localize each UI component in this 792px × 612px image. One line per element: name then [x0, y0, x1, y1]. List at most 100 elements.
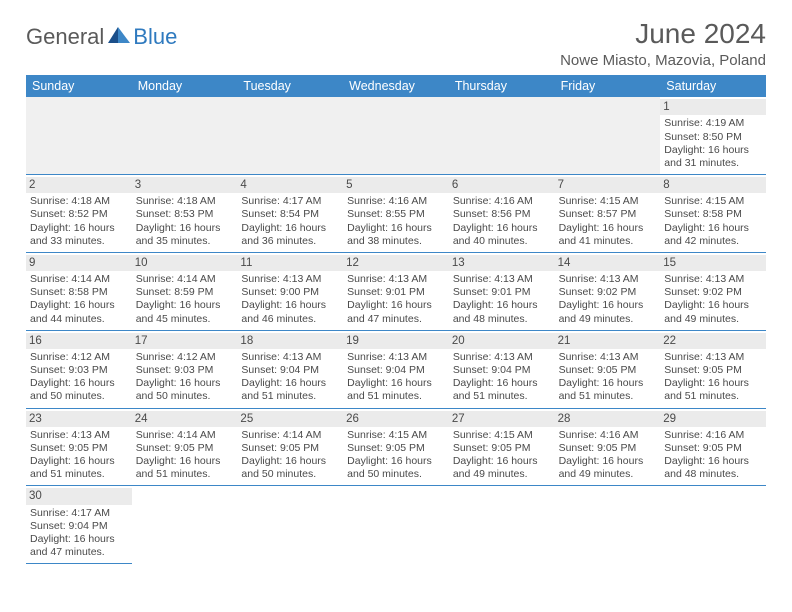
sunset-text: Sunset: 8:57 PM — [559, 208, 657, 221]
sunset-text: Sunset: 9:05 PM — [347, 442, 445, 455]
daylight-text: Daylight: 16 hours and 51 minutes. — [136, 455, 234, 481]
day-number: 23 — [26, 411, 132, 427]
logo: General Blue — [26, 18, 177, 50]
weekday-thursday: Thursday — [449, 75, 555, 97]
daylight-text: Daylight: 16 hours and 35 minutes. — [136, 222, 234, 248]
day-cell-13: 13Sunrise: 4:13 AMSunset: 9:01 PMDayligh… — [449, 253, 555, 331]
day-cell-23: 23Sunrise: 4:13 AMSunset: 9:05 PMDayligh… — [26, 409, 132, 487]
sunrise-text: Sunrise: 4:16 AM — [453, 195, 551, 208]
daylight-text: Daylight: 16 hours and 42 minutes. — [664, 222, 762, 248]
day-cell-16: 16Sunrise: 4:12 AMSunset: 9:03 PMDayligh… — [26, 331, 132, 409]
location-text: Nowe Miasto, Mazovia, Poland — [560, 52, 766, 69]
sunset-text: Sunset: 8:58 PM — [30, 286, 128, 299]
sunrise-text: Sunrise: 4:14 AM — [136, 429, 234, 442]
day-number: 10 — [132, 255, 238, 271]
sunrise-text: Sunrise: 4:13 AM — [664, 351, 762, 364]
day-cell-8: 8Sunrise: 4:15 AMSunset: 8:58 PMDaylight… — [660, 175, 766, 253]
sunset-text: Sunset: 9:05 PM — [453, 442, 551, 455]
daylight-text: Daylight: 16 hours and 50 minutes. — [30, 377, 128, 403]
day-number: 22 — [660, 333, 766, 349]
blank-cell — [132, 486, 238, 564]
daylight-text: Daylight: 16 hours and 49 minutes. — [559, 455, 657, 481]
day-cell-4: 4Sunrise: 4:17 AMSunset: 8:54 PMDaylight… — [237, 175, 343, 253]
sunset-text: Sunset: 8:55 PM — [347, 208, 445, 221]
daylight-text: Daylight: 16 hours and 50 minutes. — [241, 455, 339, 481]
daylight-text: Daylight: 16 hours and 49 minutes. — [664, 299, 762, 325]
sunset-text: Sunset: 8:50 PM — [664, 131, 762, 144]
daylight-text: Daylight: 16 hours and 36 minutes. — [241, 222, 339, 248]
day-number: 27 — [449, 411, 555, 427]
day-cell-14: 14 Sunrise: 4:13 AMSunset: 9:02 PMDayligh… — [555, 253, 661, 331]
weekday-friday: Friday — [555, 75, 661, 97]
sunset-text: Sunset: 9:04 PM — [347, 364, 445, 377]
day-cell-24: 24Sunrise: 4:14 AMSunset: 9:05 PMDayligh… — [132, 409, 238, 487]
day-number: 16 — [26, 333, 132, 349]
day-number: 26 — [343, 411, 449, 427]
blank-cell — [660, 486, 766, 564]
day-cell-15: 15Sunrise: 4:13 AMSunset: 9:02 PMDayligh… — [660, 253, 766, 331]
day-number: 18 — [237, 333, 343, 349]
sunset-text: Sunset: 9:03 PM — [30, 364, 128, 377]
daylight-text: Daylight: 16 hours and 38 minutes. — [347, 222, 445, 248]
sunset-text: Sunset: 9:05 PM — [559, 364, 657, 377]
sunrise-text: Sunrise: 4:12 AM — [136, 351, 234, 364]
day-cell-2: 2Sunrise: 4:18 AMSunset: 8:52 PMDaylight… — [26, 175, 132, 253]
calendar-body: 1Sunrise: 4:19 AMSunset: 8:50 PMDaylight… — [26, 97, 766, 564]
day-cell-17: 17Sunrise: 4:12 AMSunset: 9:03 PMDayligh… — [132, 331, 238, 409]
daylight-text: Daylight: 16 hours and 47 minutes. — [347, 299, 445, 325]
sunset-text: Sunset: 9:05 PM — [664, 364, 762, 377]
day-cell-27: 27 Sunrise: 4:15 AMSunset: 9:05 PMDayligh… — [449, 409, 555, 487]
sunset-text: Sunset: 9:05 PM — [241, 442, 339, 455]
day-number: 28 — [555, 411, 661, 427]
day-number: 1 — [660, 99, 766, 115]
sunset-text: Sunset: 9:05 PM — [664, 442, 762, 455]
sunset-text: Sunset: 9:04 PM — [453, 364, 551, 377]
sunset-text: Sunset: 8:58 PM — [664, 208, 762, 221]
sunset-text: Sunset: 8:59 PM — [136, 286, 234, 299]
day-number: 30 — [26, 488, 132, 504]
sunset-text: Sunset: 8:53 PM — [136, 208, 234, 221]
daylight-text: Daylight: 16 hours and 40 minutes. — [453, 222, 551, 248]
day-cell-3: 3Sunrise: 4:18 AMSunset: 8:53 PMDaylight… — [132, 175, 238, 253]
daylight-text: Daylight: 16 hours and 49 minutes. — [453, 455, 551, 481]
sunset-text: Sunset: 9:03 PM — [136, 364, 234, 377]
blank-cell — [237, 97, 343, 175]
day-cell-19: 19Sunrise: 4:13 AMSunset: 9:04 PMDayligh… — [343, 331, 449, 409]
logo-text-blue: Blue — [133, 24, 177, 50]
sunrise-text: Sunrise: 4:18 AM — [30, 195, 128, 208]
sunset-text: Sunset: 9:01 PM — [453, 286, 551, 299]
sunrise-text: Sunrise: 4:13 AM — [347, 351, 445, 364]
sunrise-text: Sunrise: 4:15 AM — [453, 429, 551, 442]
sunset-text: Sunset: 9:02 PM — [559, 286, 657, 299]
daylight-text: Daylight: 16 hours and 49 minutes. — [559, 299, 657, 325]
daylight-text: Daylight: 16 hours and 41 minutes. — [559, 222, 657, 248]
day-cell-22: 22Sunrise: 4:13 AMSunset: 9:05 PMDayligh… — [660, 331, 766, 409]
day-number: 14 — [555, 255, 661, 271]
day-number: 25 — [237, 411, 343, 427]
month-title: June 2024 — [560, 18, 766, 50]
weekday-wednesday: Wednesday — [343, 75, 449, 97]
daylight-text: Daylight: 16 hours and 51 minutes. — [453, 377, 551, 403]
day-cell-21: 21Sunrise: 4:13 AMSunset: 9:05 PMDayligh… — [555, 331, 661, 409]
daylight-text: Daylight: 16 hours and 45 minutes. — [136, 299, 234, 325]
day-cell-28: 28Sunrise: 4:16 AMSunset: 9:05 PMDayligh… — [555, 409, 661, 487]
daylight-text: Daylight: 16 hours and 51 minutes. — [241, 377, 339, 403]
day-number: 13 — [449, 255, 555, 271]
weekday-saturday: Saturday — [660, 75, 766, 97]
blank-cell — [343, 97, 449, 175]
day-number: 6 — [449, 177, 555, 193]
blank-cell — [132, 97, 238, 175]
day-number: 8 — [660, 177, 766, 193]
sunset-text: Sunset: 9:02 PM — [664, 286, 762, 299]
sunset-text: Sunset: 8:56 PM — [453, 208, 551, 221]
day-number: 17 — [132, 333, 238, 349]
sunset-text: Sunset: 8:54 PM — [241, 208, 339, 221]
day-number: 12 — [343, 255, 449, 271]
day-number: 20 — [449, 333, 555, 349]
daylight-text: Daylight: 16 hours and 48 minutes. — [664, 455, 762, 481]
sunrise-text: Sunrise: 4:17 AM — [30, 507, 128, 520]
day-cell-20: 20Sunrise: 4:13 AMSunset: 9:04 PMDayligh… — [449, 331, 555, 409]
day-cell-30: 30Sunrise: 4:17 AMSunset: 9:04 PMDayligh… — [26, 486, 132, 564]
day-number: 9 — [26, 255, 132, 271]
sunrise-text: Sunrise: 4:13 AM — [559, 273, 657, 286]
